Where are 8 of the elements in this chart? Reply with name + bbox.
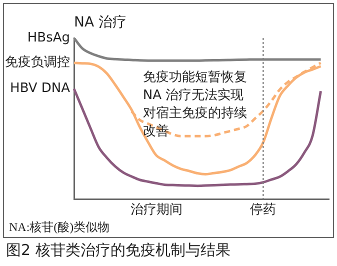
- series-label: HBsAg: [27, 30, 70, 46]
- series-label: 免疫负调控: [5, 55, 70, 70]
- y-axis-title: NA 治疗: [74, 14, 126, 31]
- text: NA:核苷(酸)类似物: [9, 220, 110, 234]
- text: 图2 核苷类治疗的免疫机制与结果: [6, 241, 230, 260]
- series-label: HBV DNA: [10, 81, 70, 96]
- x-tick-label: 治疗期间: [130, 202, 182, 218]
- x-tick-label: 停药: [250, 202, 276, 218]
